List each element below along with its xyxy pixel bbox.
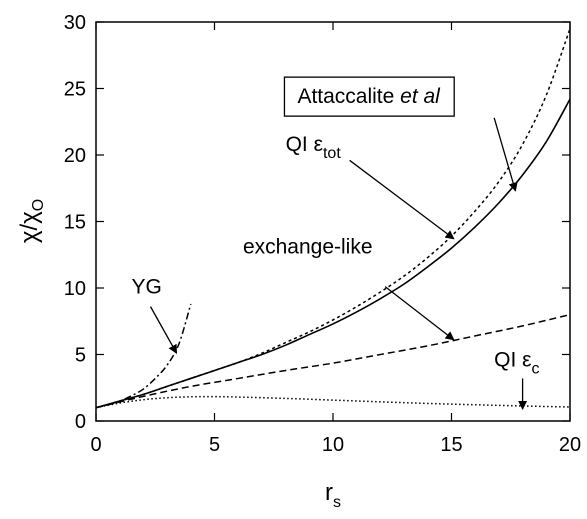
y-axis-label: χ/χO (16, 199, 47, 243)
annotation-label: QI εc (494, 348, 539, 377)
annotation-arrow (349, 159, 455, 240)
axis-ticks: 0 5 10 15 20 0 5 10 15 20 25 30 (64, 12, 581, 456)
y-tick-label: 25 (64, 79, 86, 101)
y-tick-label: 10 (64, 278, 86, 300)
y-tick-label: 20 (64, 145, 86, 167)
y-tick-label: 0 (75, 411, 86, 433)
x-tick-label: 0 (90, 434, 101, 456)
annotation-label: Attaccalite et al (297, 85, 441, 108)
annotation-label: exchange-like (243, 235, 373, 258)
annotation-layer: YG QI εtot exchange-like QI εc Attaccalite e… (132, 76, 540, 410)
y-tick-label: 5 (75, 345, 86, 367)
x-tick-label: 10 (322, 434, 344, 456)
annotation-label: QI εtot (286, 133, 342, 162)
series-line-1 (95, 98, 571, 409)
series-line-4 (95, 395, 571, 409)
y-tick-label: 30 (64, 12, 86, 34)
annotation-label: YG (132, 275, 162, 298)
y-tick-label: 15 (64, 212, 86, 234)
annotation-arrow (149, 306, 178, 354)
series-line-0 (95, 303, 192, 409)
plot-frame (95, 21, 571, 422)
annotation-box (283, 76, 455, 117)
annotation-arrow (493, 117, 518, 192)
series-line-2 (95, 28, 571, 409)
series-line-3 (95, 313, 571, 409)
annotation-arrow (384, 286, 455, 341)
x-tick-label: 5 (209, 434, 220, 456)
x-tick-label: 20 (559, 434, 581, 456)
x-tick-label: 15 (440, 434, 462, 456)
x-axis-label: rs (325, 479, 341, 511)
